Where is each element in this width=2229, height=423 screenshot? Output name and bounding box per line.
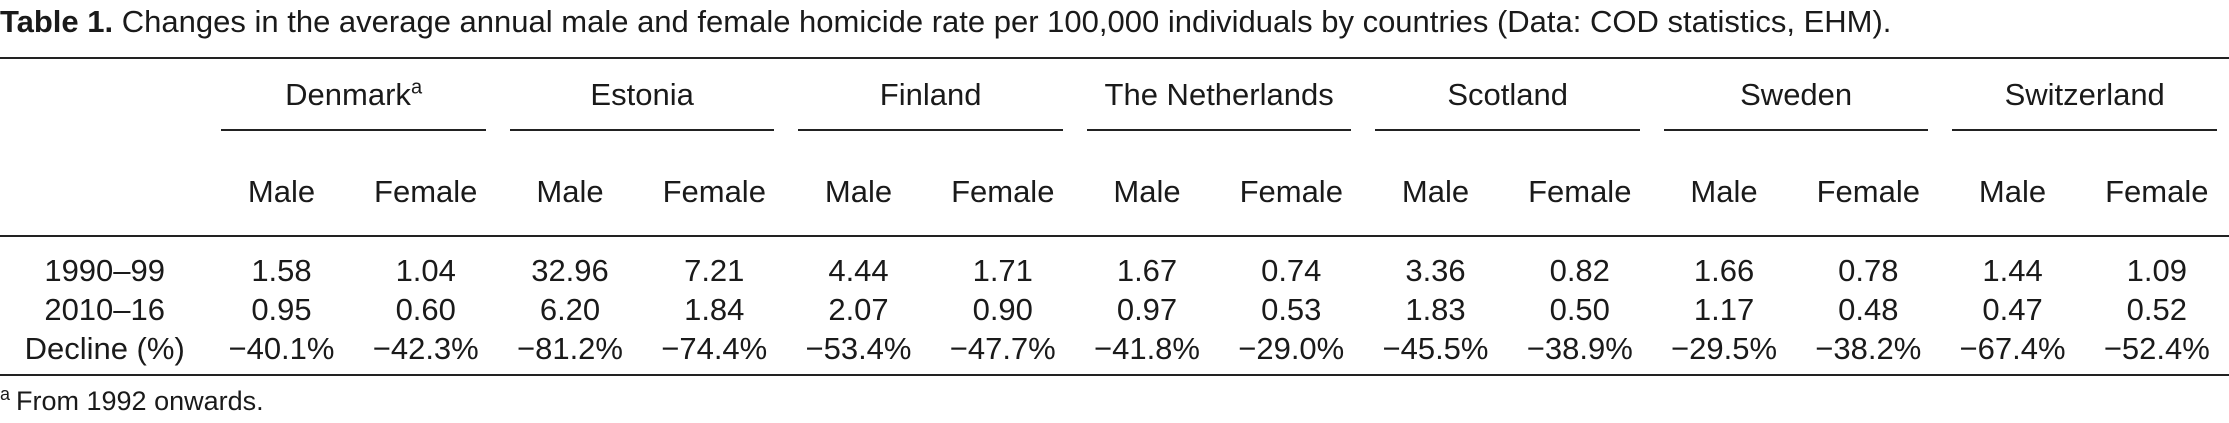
table-cell: −67.4%	[1940, 329, 2085, 376]
country-header: Sweden	[1651, 57, 1941, 149]
table-cell: −74.4%	[642, 329, 787, 376]
table-cell: −81.2%	[497, 329, 643, 376]
header-stub	[0, 57, 210, 149]
footnote-text: From 1992 onwards.	[16, 386, 264, 416]
table-cell: 0.50	[1549, 292, 1610, 327]
table-cell: −29.0%	[1219, 329, 1364, 376]
table-cell: −42.3%	[353, 329, 498, 376]
caption-text: Changes in the average annual male and f…	[121, 4, 1892, 39]
table-cell: 1.58	[251, 253, 312, 288]
footnote-mark: a	[410, 76, 423, 99]
table-cell: 32.96	[531, 253, 609, 288]
table-cell: 0.82	[1549, 253, 1610, 288]
table-cell: 0.97	[1116, 292, 1178, 327]
table-cell: 1.71	[972, 253, 1033, 288]
table-cell: 1.83	[1405, 292, 1466, 327]
sex-header: Male	[209, 149, 354, 237]
country-header: Scotland	[1363, 57, 1652, 149]
table-cell: 2.07	[828, 292, 889, 327]
sex-header: Female	[353, 149, 498, 237]
sex-header: Female	[1219, 149, 1364, 237]
table-cell: −40.1%	[209, 329, 354, 376]
table-cell: 4.44	[828, 253, 889, 288]
table-caption: Table 1. Changes in the average annual m…	[0, 2, 1891, 42]
table-cell: 0.95	[251, 292, 312, 327]
country-header: Denmarka	[209, 57, 498, 149]
footnote-mark: a	[0, 384, 11, 404]
table-cell: 0.90	[972, 292, 1033, 327]
sex-header: Male	[1940, 149, 2085, 237]
table-cell: −38.2%	[1796, 329, 1941, 376]
sex-header: Male	[1363, 149, 1508, 237]
row-label: 2010–16	[44, 292, 166, 327]
table-cell: −47.7%	[930, 329, 1075, 376]
table-cell: 0.48	[1838, 292, 1899, 327]
table-footnote: a From 1992 onwards.	[0, 384, 264, 418]
table-cell: 0.47	[1982, 292, 2043, 327]
sex-header: Male	[1074, 149, 1220, 237]
country-header: Switzerland	[1940, 57, 2229, 149]
row-label: 1990–99	[44, 253, 166, 288]
table-cell: 0.60	[395, 292, 456, 327]
sex-header: Male	[1651, 149, 1797, 237]
table-cell: −45.5%	[1363, 329, 1508, 376]
table-cell: 0.53	[1261, 292, 1322, 327]
table-cell: 1.67	[1116, 253, 1178, 288]
table-cell: 0.74	[1261, 253, 1322, 288]
table-cell: −38.9%	[1507, 329, 1652, 376]
table-label: Table 1.	[0, 4, 114, 39]
country-header: The Netherlands	[1074, 57, 1364, 149]
sex-header: Female	[2084, 149, 2229, 237]
table-cell: 1.17	[1693, 292, 1755, 327]
table-cell: −53.4%	[786, 329, 931, 376]
country-header: Estonia	[497, 57, 787, 149]
sex-header: Male	[786, 149, 931, 237]
sex-header: Female	[1796, 149, 1941, 237]
homicide-rate-table: Denmarka Estonia Finland The Netherlands…	[0, 57, 2229, 376]
sex-header-row: Male Female Male Female Male Female Male…	[0, 149, 2229, 237]
table-cell: 3.36	[1405, 253, 1466, 288]
sex-header: Male	[497, 149, 643, 237]
table-cell: 7.21	[684, 253, 745, 288]
row-label: Decline (%)	[0, 329, 210, 376]
sex-header: Female	[642, 149, 787, 237]
table-row: Decline (%) −40.1% −42.3% −81.2% −74.4% …	[0, 329, 2229, 376]
table-cell: 1.84	[684, 292, 745, 327]
table-cell: 0.78	[1838, 253, 1899, 288]
table-cell: 1.66	[1693, 253, 1755, 288]
table-cell: 6.20	[539, 292, 601, 327]
sex-header: Female	[930, 149, 1075, 237]
table-cell: 1.09	[2126, 253, 2187, 288]
table-cell: 1.44	[1982, 253, 2043, 288]
table-row: 1990–99 1.58 1.04 32.96 7.21 4.44 1.71 1…	[0, 251, 2229, 290]
table-cell: −52.4%	[2084, 329, 2229, 376]
table-cell: 1.04	[395, 253, 456, 288]
table-cell: −41.8%	[1074, 329, 1220, 376]
country-header-row: Denmarka Estonia Finland The Netherlands…	[0, 57, 2229, 149]
sex-header: Female	[1507, 149, 1652, 237]
table-cell: −29.5%	[1651, 329, 1797, 376]
country-header: Finland	[786, 57, 1075, 149]
table-cell: 0.52	[2126, 292, 2187, 327]
table-row: 2010–16 0.95 0.60 6.20 1.84 2.07 0.90 0.…	[0, 290, 2229, 329]
